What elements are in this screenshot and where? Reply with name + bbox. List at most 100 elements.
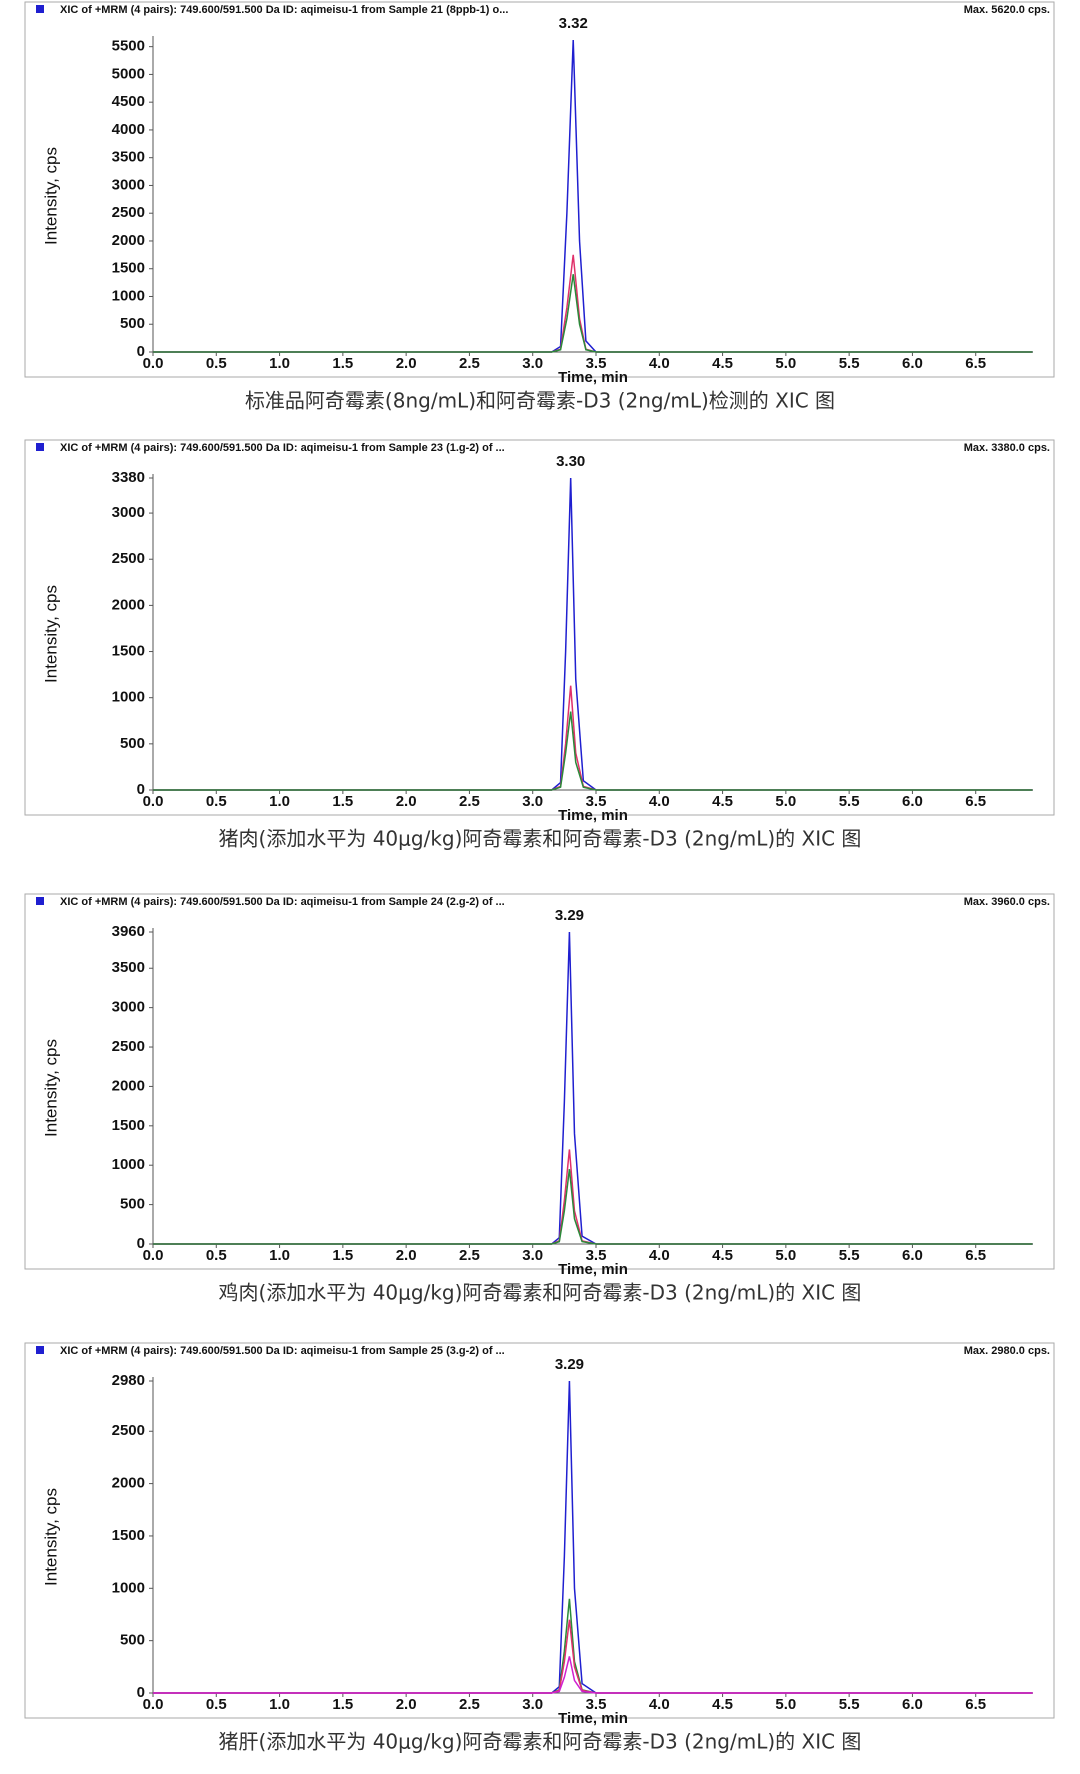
x-tick-label: 6.0 [902,793,923,810]
x-tick-label: 2.0 [396,793,417,810]
x-tick-label: 3.0 [522,1247,543,1264]
y-tick-label: 4000 [112,121,145,138]
x-tick-label: 3.5 [586,793,607,810]
panel-title: XIC of +MRM (4 pairs): 749.600/591.500 D… [60,4,508,16]
panel-frame [24,439,1055,816]
y-tick-label: 500 [120,735,145,752]
y-tick-label: 3960 [112,923,145,940]
y-tick-label: 2000 [112,596,145,613]
x-tick-label: 5.0 [775,1696,796,1713]
chart-panel: XIC of +MRM (4 pairs): 749.600/591.500 D… [24,1,1055,413]
x-tick-label: 5.5 [839,793,860,810]
y-tick-label: 3380 [112,469,145,486]
x-tick-label: 0.0 [143,355,164,372]
x-tick-label: 6.5 [965,355,986,372]
y-tick-label: 1000 [112,689,145,706]
x-tick-label: 0.5 [206,1696,227,1713]
y-tick-label: 2980 [112,1372,145,1389]
x-tick-label: 6.5 [965,793,986,810]
trace [153,1380,1033,1694]
y-tick-label: 3000 [112,176,145,193]
x-tick-label: 4.0 [649,355,670,372]
x-tick-label: 3.0 [522,793,543,810]
x-tick-label: 1.0 [269,1696,290,1713]
y-tick-label: 2000 [112,1475,145,1492]
legend-icon [36,1346,44,1354]
trace [153,477,1033,791]
panel-title: XIC of +MRM (4 pairs): 749.600/591.500 D… [60,442,505,454]
legend-icon [36,897,44,905]
x-axis-label: Time, min [558,1261,628,1278]
x-tick-label: 1.5 [332,1247,353,1264]
y-tick-label: 3000 [112,504,145,521]
x-tick-label: 5.5 [839,1247,860,1264]
x-tick-label: 1.0 [269,1247,290,1264]
trace [153,39,1033,353]
y-tick-label: 0 [137,1235,145,1252]
x-tick-label: 2.0 [396,355,417,372]
x-tick-label: 4.5 [712,1247,733,1264]
peak-label: 3.29 [555,907,584,924]
x-tick-label: 0.0 [143,1696,164,1713]
x-tick-label: 2.0 [396,1247,417,1264]
y-tick-label: 1500 [112,260,145,277]
x-tick-label: 2.5 [459,1696,480,1713]
trace [153,1149,1033,1245]
y-tick-label: 1500 [112,643,145,660]
y-tick-label: 2500 [112,1422,145,1439]
max-label: Max. 5620.0 cps. [964,4,1050,16]
y-tick-label: 5000 [112,65,145,82]
y-axis-label: Intensity, cps [41,1039,60,1137]
caption: 标准品阿奇霉素(8ng/mL)和阿奇霉素-D3 (2ng/mL)检测的 XIC … [245,389,835,413]
x-tick-label: 3.5 [586,1247,607,1264]
x-tick-label: 1.5 [332,793,353,810]
x-tick-label: 5.5 [839,355,860,372]
x-tick-label: 5.0 [775,355,796,372]
y-tick-label: 0 [137,781,145,798]
y-tick-label: 3500 [112,959,145,976]
x-tick-label: 4.0 [649,1696,670,1713]
chart-panel: XIC of +MRM (4 pairs): 749.600/591.500 D… [24,893,1055,1305]
y-tick-label: 500 [120,315,145,332]
max-label: Max. 2980.0 cps. [964,1345,1050,1357]
trace [153,1656,1033,1694]
caption: 猪肝(添加水平为 40μg/kg)阿奇霉素和阿奇霉素-D3 (2ng/mL)的 … [219,1730,862,1754]
chart-panel: XIC of +MRM (4 pairs): 749.600/591.500 D… [24,1342,1055,1754]
trace [153,931,1033,1245]
y-tick-label: 3000 [112,999,145,1016]
panel-title: XIC of +MRM (4 pairs): 749.600/591.500 D… [60,896,505,908]
x-tick-label: 6.5 [965,1247,986,1264]
y-tick-label: 5500 [112,38,145,55]
x-tick-label: 4.5 [712,793,733,810]
x-tick-label: 0.5 [206,355,227,372]
panel-title: XIC of +MRM (4 pairs): 749.600/591.500 D… [60,1345,505,1357]
peak-label: 3.30 [556,453,585,470]
x-tick-label: 2.5 [459,355,480,372]
y-tick-label: 1500 [112,1527,145,1544]
trace [153,685,1033,791]
x-tick-label: 6.5 [965,1696,986,1713]
x-axis-label: Time, min [558,369,628,386]
x-tick-label: 4.5 [712,355,733,372]
y-tick-label: 2000 [112,232,145,249]
legend-icon [36,5,44,13]
x-tick-label: 1.5 [332,1696,353,1713]
panel-frame [24,893,1055,1270]
panel-frame [24,1342,1055,1719]
trace [153,274,1033,353]
x-tick-label: 3.5 [586,355,607,372]
max-label: Max. 3960.0 cps. [964,896,1050,908]
y-tick-label: 2500 [112,204,145,221]
y-tick-label: 0 [137,1684,145,1701]
y-tick-label: 1000 [112,1579,145,1596]
y-tick-label: 1000 [112,1156,145,1173]
y-tick-label: 1000 [112,287,145,304]
x-tick-label: 4.5 [712,1696,733,1713]
trace [153,1169,1033,1245]
caption: 猪肉(添加水平为 40μg/kg)阿奇霉素和阿奇霉素-D3 (2ng/mL)的 … [219,827,862,851]
x-tick-label: 4.0 [649,793,670,810]
trace [153,1619,1033,1694]
peak-label: 3.29 [555,1356,584,1373]
x-tick-label: 6.0 [902,1247,923,1264]
chart-panel: XIC of +MRM (4 pairs): 749.600/591.500 D… [24,439,1055,851]
